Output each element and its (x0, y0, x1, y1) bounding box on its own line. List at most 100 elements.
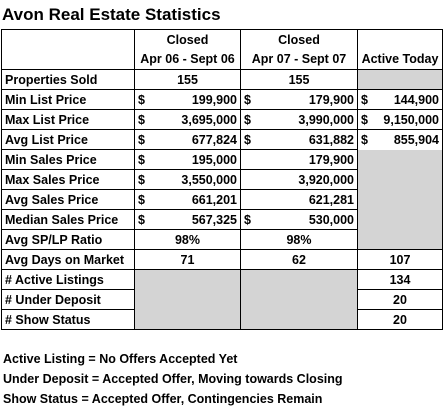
currency-symbol: $ (138, 112, 145, 127)
currency-symbol: $ (244, 212, 251, 227)
cell-closed-1: $195,000 (134, 149, 241, 170)
cell-active: 20 (357, 289, 443, 310)
currency-symbol: $ (361, 132, 368, 147)
cell-closed-2: 62 (240, 249, 358, 270)
currency-symbol: $ (138, 212, 145, 227)
table-row: Avg Days on Market 71 62 107 (1, 249, 443, 270)
cell-value: 677,824 (191, 132, 237, 147)
note-active-listing: Active Listing = No Offers Accepted Yet (3, 352, 238, 366)
table-row: # Active Listings 134 (1, 269, 443, 290)
cell-closed-1: $661,201 (134, 189, 241, 210)
header-closed-2-line2: Apr 07 - Sept 07 (240, 49, 358, 70)
row-label: Avg List Price (1, 129, 135, 150)
row-label: # Active Listings (1, 269, 135, 290)
note-under-deposit: Under Deposit = Accepted Offer, Moving t… (3, 372, 343, 386)
cell-value: 631,882 (308, 132, 354, 147)
cell-closed-1: 71 (134, 249, 241, 270)
header-active: Active Today (357, 49, 443, 70)
currency-symbol: $ (361, 112, 368, 127)
cell-value: 567,325 (191, 212, 237, 227)
header-active-blank (357, 29, 443, 50)
row-label: Avg Sales Price (1, 189, 135, 210)
row-label: Min Sales Price (1, 149, 135, 170)
cell-closed-1-empty (134, 309, 241, 330)
cell-closed-2-empty (240, 289, 358, 310)
row-label: # Under Deposit (1, 289, 135, 310)
page-title: Avon Real Estate Statistics (2, 5, 221, 24)
row-label: Max List Price (1, 109, 135, 130)
header-closed-1-line2: Apr 06 - Sept 06 (134, 49, 241, 70)
cell-closed-1: $3,695,000 (134, 109, 241, 130)
table-row: Properties Sold 155 155 (1, 69, 443, 90)
cell-closed-2-empty (240, 309, 358, 330)
cell-closed-1: 98% (134, 229, 241, 250)
cell-closed-2: $179,900 (240, 89, 358, 110)
cell-active: $9,150,000 (357, 109, 443, 130)
row-label: Avg Days on Market (1, 249, 135, 270)
cell-value: 661,201 (191, 192, 237, 207)
cell-closed-2: $631,882 (240, 129, 358, 150)
table-row: Avg List Price $677,824 $631,882 $855,90… (1, 129, 443, 150)
cell-closed-2: 3,920,000 (240, 169, 358, 190)
statistics-table: Closed Closed Apr 06 - Sept 06 Apr 07 - … (1, 29, 443, 330)
header-corner-2 (1, 49, 135, 70)
currency-symbol: $ (138, 152, 145, 167)
row-label: Avg SP/LP Ratio (1, 229, 135, 250)
table-row: Median Sales Price $567,325 $530,000 (1, 209, 443, 230)
table-row: # Show Status 20 (1, 309, 443, 330)
cell-active: 20 (357, 309, 443, 330)
currency-symbol: $ (361, 92, 368, 107)
cell-active-empty (357, 69, 443, 90)
currency-symbol: $ (244, 92, 251, 107)
cell-active: $144,900 (357, 89, 443, 110)
cell-closed-2: $530,000 (240, 209, 358, 230)
currency-symbol: $ (244, 132, 251, 147)
table-row: Max List Price $3,695,000 $3,990,000 $9,… (1, 109, 443, 130)
header-closed-2-line1: Closed (240, 29, 358, 50)
cell-value: 3,990,000 (298, 112, 354, 127)
row-label: Properties Sold (1, 69, 135, 90)
cell-closed-1-empty (134, 269, 241, 290)
cell-active-empty (357, 149, 443, 170)
currency-symbol: $ (138, 132, 145, 147)
note-show-status: Show Status = Accepted Offer, Contingenc… (3, 392, 323, 406)
currency-symbol: $ (244, 112, 251, 127)
cell-closed-1: $567,325 (134, 209, 241, 230)
cell-closed-2: 621,281 (240, 189, 358, 210)
cell-value: 530,000 (308, 212, 354, 227)
cell-value: 855,904 (393, 132, 439, 147)
cell-closed-2: $3,990,000 (240, 109, 358, 130)
cell-active: 107 (357, 249, 443, 270)
legend-notes: Active Listing = No Offers Accepted Yet … (3, 349, 343, 409)
cell-active-empty (357, 169, 443, 190)
cell-closed-1: $3,550,000 (134, 169, 241, 190)
table-row: Min List Price $199,900 $179,900 $144,90… (1, 89, 443, 110)
cell-active: $855,904 (357, 129, 443, 150)
cell-active-empty (357, 229, 443, 250)
cell-closed-2-empty (240, 269, 358, 290)
currency-symbol: $ (138, 172, 145, 187)
table-row: Avg Sales Price $661,201 621,281 (1, 189, 443, 210)
currency-symbol: $ (138, 192, 145, 207)
table-row: Min Sales Price $195,000 179,900 (1, 149, 443, 170)
cell-value: 144,900 (393, 92, 439, 107)
header-corner (1, 29, 135, 50)
cell-closed-1: $199,900 (134, 89, 241, 110)
row-label: Median Sales Price (1, 209, 135, 230)
cell-value: 3,695,000 (181, 112, 237, 127)
cell-value: 179,900 (308, 92, 354, 107)
cell-active: 134 (357, 269, 443, 290)
row-label: Min List Price (1, 89, 135, 110)
cell-closed-1-empty (134, 289, 241, 310)
cell-closed-2: 98% (240, 229, 358, 250)
cell-closed-2: 179,900 (240, 149, 358, 170)
table-row: # Under Deposit 20 (1, 289, 443, 310)
row-label: # Show Status (1, 309, 135, 330)
cell-value: 199,900 (191, 92, 237, 107)
currency-symbol: $ (138, 92, 145, 107)
cell-closed-1: 155 (134, 69, 241, 90)
cell-closed-1: $677,824 (134, 129, 241, 150)
cell-value: 195,000 (191, 152, 237, 167)
cell-closed-2: 155 (240, 69, 358, 90)
header-closed-1-line1: Closed (134, 29, 241, 50)
